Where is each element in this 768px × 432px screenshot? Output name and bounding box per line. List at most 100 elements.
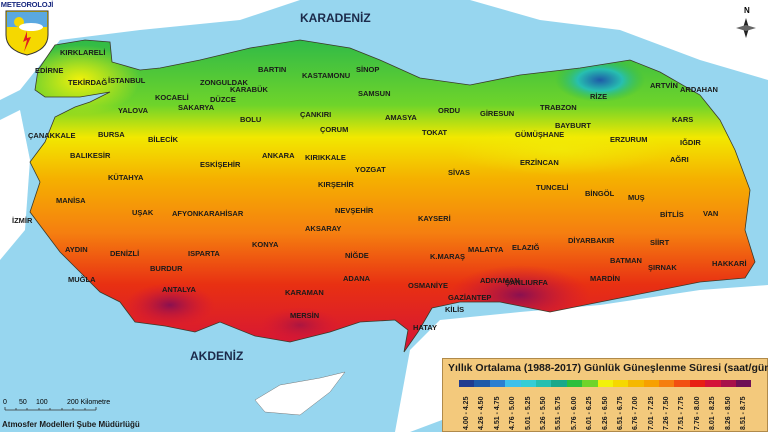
city-label: TOKAT xyxy=(422,128,448,137)
meteoroloji-logo: METEOROLOJİ xyxy=(0,0,54,56)
legend-range-label: 7.26 - 7.50 xyxy=(663,396,671,430)
svg-text:50: 50 xyxy=(19,399,27,406)
city-label: AMASYA xyxy=(385,113,417,122)
legend-swatch xyxy=(720,380,737,387)
city-label: EDİRNE xyxy=(35,66,63,75)
city-label: İSTANBUL xyxy=(108,76,146,85)
legend-swatch xyxy=(659,380,675,387)
city-label: ANTALYA xyxy=(162,285,196,294)
city-label: BATMAN xyxy=(610,256,642,265)
city-label: ARDAHAN xyxy=(680,85,718,94)
svg-text:0: 0 xyxy=(3,399,7,406)
city-label: ORDU xyxy=(438,106,460,115)
legend-swatch xyxy=(566,380,583,387)
city-label: GÜMÜŞHANE xyxy=(515,130,564,139)
legend-range-label: 4.76 - 5.00 xyxy=(509,396,517,430)
city-label: BURDUR xyxy=(150,264,183,273)
city-label: BALIKESİR xyxy=(70,151,111,160)
legend-swatch xyxy=(505,380,521,387)
city-label: ISPARTA xyxy=(188,249,220,258)
credit-text: Atmosfer Modelleri Şube Müdürlüğü xyxy=(2,420,140,429)
legend-swatch xyxy=(674,380,690,387)
city-label: YALOVA xyxy=(118,106,149,115)
legend-swatch xyxy=(705,380,721,387)
city-label: KARABÜK xyxy=(230,85,268,94)
city-label: IĞDIR xyxy=(680,138,701,147)
legend-range-label: 7.51 - 7.75 xyxy=(678,396,686,430)
logo-text: METEOROLOJİ xyxy=(0,0,54,10)
city-label: BİLECİK xyxy=(148,135,179,144)
city-label: ÇANKIRI xyxy=(300,110,331,119)
legend-swatch xyxy=(612,380,629,387)
legend-range-label: 5.51 - 5.75 xyxy=(555,396,563,430)
city-label: KAYSERİ xyxy=(418,214,451,223)
city-label: ÇORUM xyxy=(320,125,348,134)
cyprus xyxy=(254,371,346,416)
city-label: ŞANLIURFA xyxy=(505,278,549,287)
city-label: SİİRT xyxy=(650,238,670,247)
city-label: KARS xyxy=(672,115,693,124)
city-label: ÇANAKKALE xyxy=(28,131,76,140)
city-label: BAYBURT xyxy=(555,121,591,130)
land-northwest xyxy=(0,0,300,100)
legend-range-label: 5.01 - 5.25 xyxy=(524,396,532,430)
legend-swatch xyxy=(582,380,598,387)
legend-title: Yıllık Ortalama (1988-2017) Günlük Güneş… xyxy=(448,362,768,374)
legend-swatch xyxy=(520,380,536,387)
city-label: TUNCELİ xyxy=(536,183,569,192)
legend: Yıllık Ortalama (1988-2017) Günlük Güneş… xyxy=(442,358,768,432)
legend-swatch xyxy=(628,380,644,387)
legend-range-label: 5.76 - 6.00 xyxy=(570,396,578,430)
legend-range-label: 5.26 - 5.50 xyxy=(539,396,547,430)
legend-range-label: 8.26 - 8.50 xyxy=(724,396,732,430)
city-label: KOCAELİ xyxy=(155,93,189,102)
city-label: SAMSUN xyxy=(358,89,391,98)
city-label: YOZGAT xyxy=(355,165,386,174)
city-label: DİYARBAKIR xyxy=(568,236,615,245)
city-label: MALATYA xyxy=(468,245,504,254)
city-label: HAKKARİ xyxy=(712,259,747,268)
city-label: KÜTAHYA xyxy=(108,173,144,182)
city-label: TEKİRDAĞ xyxy=(68,78,107,87)
scale-bar: 0 50 100 200 Kilometre xyxy=(3,397,113,415)
sea-label-north: KARADENİZ xyxy=(300,10,371,25)
city-label: BİNGÖL xyxy=(585,189,615,198)
city-label: ERZİNCAN xyxy=(520,158,559,167)
city-label: VAN xyxy=(703,209,718,218)
city-label: BURSA xyxy=(98,130,125,139)
city-label: İZMİR xyxy=(12,216,33,225)
city-label: K.MARAŞ xyxy=(430,252,465,261)
city-label: KIRŞEHİR xyxy=(318,180,354,189)
city-label: TRABZON xyxy=(540,103,577,112)
city-label: HATAY xyxy=(413,323,437,332)
legend-swatch xyxy=(551,380,567,387)
svg-text:100: 100 xyxy=(36,399,48,406)
city-label: NEVŞEHİR xyxy=(335,206,374,215)
city-label: ANKARA xyxy=(262,151,295,160)
city-label: GAZİANTEP xyxy=(448,293,491,302)
city-label: KİLİS xyxy=(445,305,464,314)
sea-label-south: AKDENİZ xyxy=(190,348,243,363)
city-label: AĞRI xyxy=(670,155,689,164)
city-label: AFYONKARAHİSAR xyxy=(172,209,244,218)
city-label: MUĞLA xyxy=(68,275,96,284)
compass: N xyxy=(736,6,756,38)
city-label: KIRKLARELİ xyxy=(60,48,105,57)
city-label: BİTLİS xyxy=(660,210,684,219)
legend-range-label: 6.51 - 6.75 xyxy=(616,396,624,430)
legend-swatch xyxy=(535,380,552,387)
city-label: ADIYAMAN xyxy=(480,276,520,285)
legend-swatch xyxy=(643,380,660,387)
city-label: ADANA xyxy=(343,274,371,283)
legend-range-label: 6.01 - 6.25 xyxy=(586,396,594,430)
city-label: RİZE xyxy=(590,92,607,101)
city-label: MANİSA xyxy=(56,196,86,205)
city-label: DÜZCE xyxy=(210,95,236,104)
city-label: KONYA xyxy=(252,240,279,249)
land-northeast xyxy=(470,0,768,80)
legend-swatch xyxy=(459,380,475,387)
legend-range-label: 4.26 - 4.50 xyxy=(478,396,486,430)
legend-swatch xyxy=(689,380,706,387)
city-label: MUŞ xyxy=(628,193,645,202)
